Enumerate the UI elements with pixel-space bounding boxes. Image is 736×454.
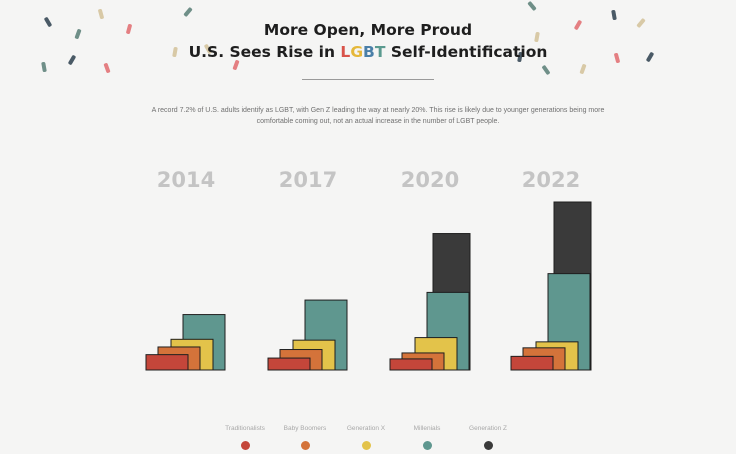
legend-label: Millenials [413, 425, 441, 432]
year-label: 2022 [522, 168, 580, 192]
legend-swatch [483, 441, 493, 450]
year-label: 2014 [157, 168, 215, 192]
year-label: 2017 [279, 168, 337, 192]
confetti-piece [44, 17, 52, 27]
confetti-piece [126, 23, 132, 35]
lgbt-letter: G [350, 43, 364, 61]
bar[interactable] [510, 355, 554, 371]
confetti-piece [611, 9, 617, 21]
legend-label: Baby Boomers [283, 425, 327, 432]
legend-swatch [361, 441, 371, 450]
legend-swatch [422, 441, 432, 450]
confetti-piece [232, 60, 240, 70]
confetti-piece [646, 52, 654, 62]
confetti-piece [527, 1, 537, 11]
confetti-piece [98, 8, 104, 20]
confetti-piece [614, 52, 620, 64]
title-suffix: Self-Identification [385, 43, 548, 61]
legend-item[interactable]: Traditionalists [200, 425, 290, 450]
confetti-decoration [41, 1, 654, 75]
bar[interactable] [389, 358, 433, 371]
lgbt-letters: LGBT [340, 43, 385, 61]
description-text: A record 7.2% of U.S. adults identify as… [151, 107, 605, 125]
confetti-piece [534, 31, 540, 43]
legend-label: Generation X [346, 425, 386, 432]
confetti-piece [636, 18, 646, 28]
legend-label: Generation Z [469, 425, 507, 432]
confetti-piece [172, 46, 178, 58]
confetti-piece [103, 63, 111, 73]
confetti-piece [41, 61, 47, 73]
title-prefix: U.S. Sees Rise in [188, 43, 341, 61]
confetti-piece [68, 55, 76, 65]
page-title: More Open, More Proud [263, 21, 473, 39]
confetti-piece [183, 7, 193, 17]
page-subtitle-heading: U.S. Sees Rise in LGBT Self-Identificati… [0, 43, 736, 61]
legend-item[interactable]: Generation Z [443, 425, 533, 450]
lgbt-letter: B [363, 43, 375, 61]
bar[interactable] [267, 357, 311, 371]
confetti-piece [517, 51, 523, 63]
legend-item[interactable]: Generation X [321, 425, 411, 450]
title-divider [302, 79, 434, 80]
confetti-piece [574, 20, 582, 30]
confetti-piece [579, 64, 587, 74]
legend-label: Traditionalists [225, 425, 265, 432]
legend-item[interactable]: Millenials [382, 425, 472, 450]
year-label: 2020 [401, 168, 459, 192]
legend: Traditionalists Baby Boomers Generation X M… [0, 425, 736, 454]
legend-swatch [300, 441, 310, 450]
lgbt-letter: T [374, 43, 386, 61]
legend-item[interactable]: Baby Boomers [260, 425, 350, 450]
confetti-piece [204, 44, 212, 54]
bar-chart: 2014 2017 2020 2022 [145, 168, 592, 371]
legend-swatch [240, 441, 250, 450]
bar[interactable] [145, 354, 189, 371]
confetti-piece [74, 29, 82, 39]
confetti-piece [542, 65, 550, 75]
lgbt-letter: L [340, 43, 351, 61]
